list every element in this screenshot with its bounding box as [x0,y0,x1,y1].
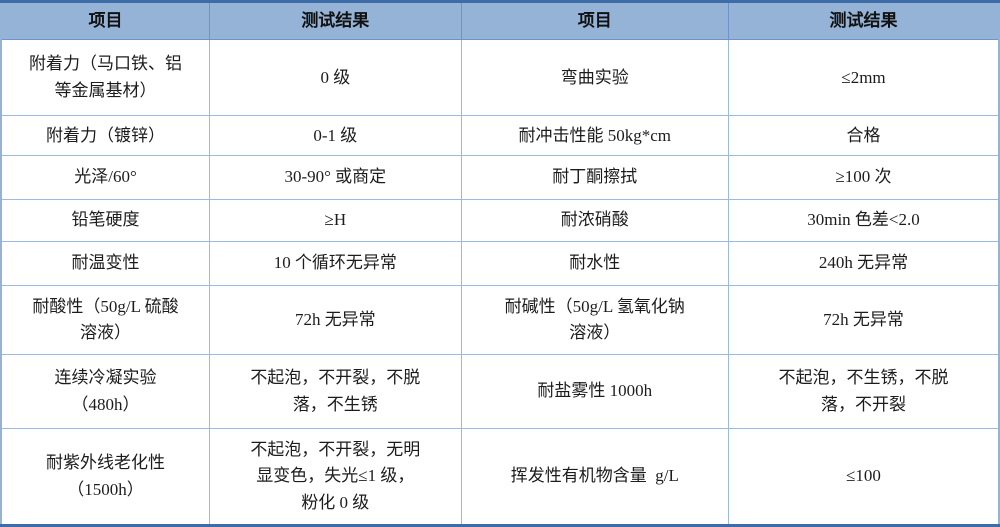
table-cell-result: 不起泡，不开裂，不脱 落，不生锈 [209,354,462,430]
table-cell-result: 合格 [728,115,1000,157]
table-cell-result: 240h 无异常 [728,241,1000,286]
table-cell-result: ≥100 次 [728,155,1000,200]
table-cell-item: 附着力（镀锌） [0,115,211,157]
table-cell-item: 耐温变性 [0,241,211,286]
table-cell-result: 0 级 [209,39,462,117]
column-header-result-left: 测试结果 [209,0,462,41]
table-cell-result: 72h 无异常 [728,284,1000,356]
column-header-result-right: 测试结果 [728,0,1000,41]
table-cell-result: ≤2mm [728,39,1000,117]
column-header-item-right: 项目 [460,0,730,41]
table-cell-item: 耐盐雾性 1000h [460,354,730,430]
table-row: 耐温变性 10 个循环无异常 耐水性 240h 无异常 [0,241,1000,286]
table-row: 附着力（镀锌） 0-1 级 耐冲击性能 50kg*cm 合格 [0,115,1000,157]
table-row: 附着力（马口铁、铝 等金属基材） 0 级 弯曲实验 ≤2mm [0,39,1000,117]
table-cell-item: 耐丁酮擦拭 [460,155,730,200]
table-cell-result: 不起泡，不开裂，无明 显变色，失光≤1 级， 粉化 0 级 [209,428,462,526]
table-cell-result: 30min 色差<2.0 [728,198,1000,243]
table-cell-result: 0-1 级 [209,115,462,157]
table-cell-item: 耐水性 [460,241,730,286]
table-row: 耐酸性（50g/L 硫酸 溶液） 72h 无异常 耐碱性（50g/L 氢氧化钠 … [0,284,1000,356]
table-cell-item: 光泽/60° [0,155,211,200]
table-cell-item: 耐冲击性能 50kg*cm [460,115,730,157]
table-cell-item: 挥发性有机物含量 g/L [460,428,730,526]
table-cell-result: 72h 无异常 [209,284,462,356]
table-cell-result: 10 个循环无异常 [209,241,462,286]
table-cell-result: 不起泡，不生锈，不脱 落，不开裂 [728,354,1000,430]
table-cell-result: ≤100 [728,428,1000,526]
column-header-item-left: 项目 [0,0,211,41]
table-cell-result: ≥H [209,198,462,243]
table-cell-item: 耐酸性（50g/L 硫酸 溶液） [0,284,211,356]
table-row: 连续冷凝实验 （480h） 不起泡，不开裂，不脱 落，不生锈 耐盐雾性 1000… [0,354,1000,430]
table-cell-item: 铅笔硬度 [0,198,211,243]
table-header-row: 项目 测试结果 项目 测试结果 [0,0,1000,41]
table-cell-result: 30-90° 或商定 [209,155,462,200]
table-row: 光泽/60° 30-90° 或商定 耐丁酮擦拭 ≥100 次 [0,155,1000,200]
table-row: 铅笔硬度 ≥H 耐浓硝酸 30min 色差<2.0 [0,198,1000,243]
table-cell-item: 连续冷凝实验 （480h） [0,354,211,430]
table-cell-item: 耐浓硝酸 [460,198,730,243]
table-row: 耐紫外线老化性 （1500h） 不起泡，不开裂，无明 显变色，失光≤1 级， 粉… [0,428,1000,526]
table-cell-item: 耐碱性（50g/L 氢氧化钠 溶液） [460,284,730,356]
table-cell-item: 附着力（马口铁、铝 等金属基材） [0,39,211,117]
table-cell-item: 耐紫外线老化性 （1500h） [0,428,211,526]
table-cell-item: 弯曲实验 [460,39,730,117]
